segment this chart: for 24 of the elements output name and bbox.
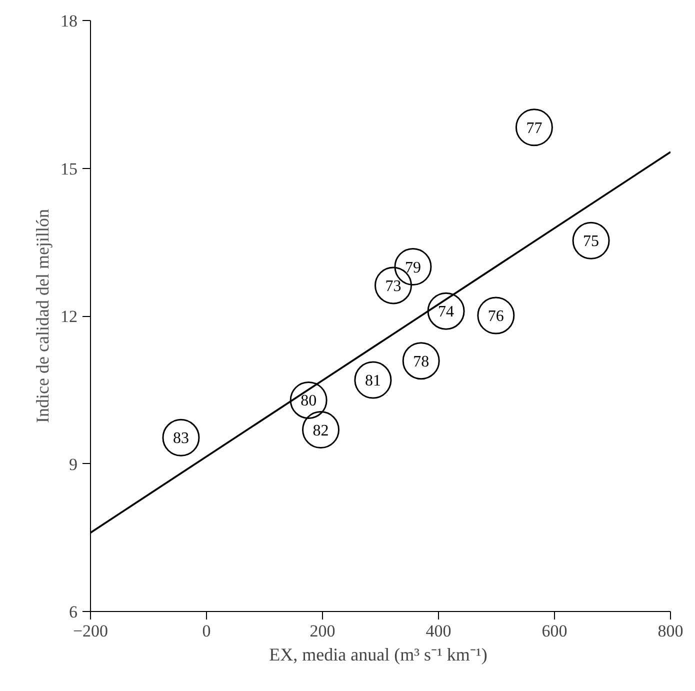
x-tick-label: 400 [426, 622, 452, 640]
annotation: 75 [583, 233, 600, 250]
y-tick-label: 9 [69, 454, 78, 474]
y-axis-title: Indice de calidad del mejillón [32, 209, 52, 423]
x-tick-label: 0 [202, 622, 211, 640]
annotation: 82 [312, 422, 329, 440]
y-tick-label: 6 [69, 602, 78, 622]
x-tick-label: 200 [310, 622, 336, 640]
x-tick-label: −200 [72, 622, 108, 640]
y-tick-label: 12 [60, 307, 78, 326]
y-tick-label: 15 [60, 159, 78, 178]
annotation: 76 [488, 308, 504, 326]
x-tick-label: 600 [542, 622, 568, 640]
annotation: 79 [404, 259, 421, 276]
annotation: 73 [385, 278, 402, 295]
annotation: 81 [364, 372, 381, 390]
y-tick-label: 18 [60, 12, 78, 30]
annotation: 74 [438, 304, 454, 321]
x-tick-label: 800 [658, 622, 684, 640]
annotation: 80 [300, 392, 317, 410]
x-axis-title: EX, media anual (m³ s⁻¹ km⁻¹) [269, 644, 488, 664]
annotation: 83 [172, 430, 189, 448]
annotation: 78 [413, 353, 430, 370]
annotation: 77 [526, 120, 542, 137]
